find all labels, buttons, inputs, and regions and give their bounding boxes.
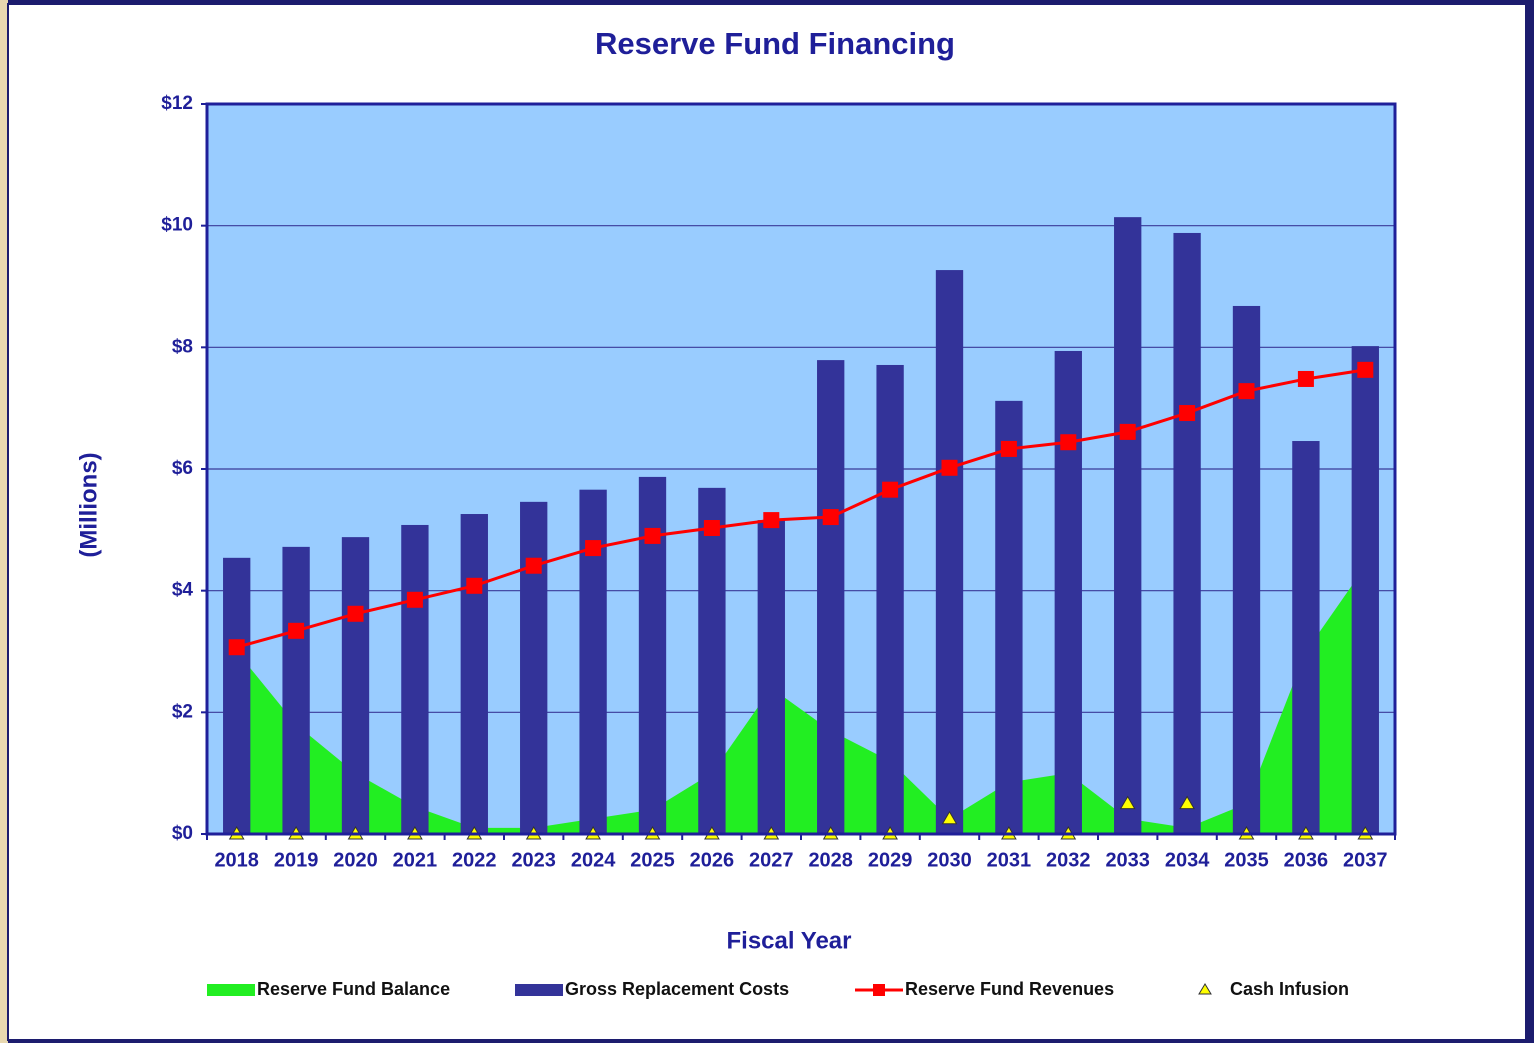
- line-marker: [288, 622, 305, 639]
- bar: [817, 360, 845, 834]
- triangle-marker: [941, 810, 958, 825]
- line-marker: [525, 557, 542, 574]
- bar: [1173, 232, 1201, 834]
- y-tick-label: $6: [172, 458, 193, 479]
- line-marker: [1119, 423, 1136, 440]
- bar: [341, 537, 370, 834]
- line-marker: [1179, 405, 1196, 422]
- x-axis-label: Fiscal Year: [727, 927, 852, 954]
- bar: [1054, 350, 1082, 834]
- x-tick-label: 2036: [1284, 849, 1329, 871]
- x-tick-label: 2029: [868, 849, 913, 871]
- y-tick-label: $4: [172, 580, 194, 601]
- x-tick-label: 2026: [690, 849, 735, 871]
- bar: [460, 514, 488, 834]
- x-tick-label: 2019: [274, 849, 319, 871]
- line-marker: [941, 459, 958, 476]
- legend-swatch: [515, 984, 563, 996]
- line-marker: [466, 577, 483, 594]
- x-tick-label: 2021: [393, 849, 438, 871]
- line-marker: [585, 540, 602, 557]
- line: [236, 368, 1366, 649]
- x-tick-label: 2027: [749, 849, 794, 871]
- bar: [757, 520, 785, 834]
- x-tick-label: 2024: [571, 849, 616, 871]
- bar: [995, 400, 1023, 834]
- y-tick-label: $12: [161, 93, 193, 114]
- x-tick-label: 2037: [1343, 849, 1388, 871]
- line-marker: [763, 512, 780, 529]
- bar: [935, 270, 964, 834]
- line-marker: [1238, 383, 1255, 400]
- legend-swatch: [207, 984, 255, 996]
- y-tick-label: $2: [172, 701, 193, 722]
- y-tick-label: $8: [172, 336, 193, 357]
- x-tick-label: 2028: [808, 849, 853, 871]
- legend-swatch: [1198, 983, 1212, 995]
- bar: [223, 557, 251, 834]
- line-marker: [1297, 370, 1314, 387]
- line-marker: [1000, 440, 1017, 457]
- legend-swatch: [873, 984, 885, 996]
- line-marker: [882, 481, 899, 498]
- legend-label: Reserve Fund Revenues: [905, 979, 1114, 999]
- x-tick-label: 2025: [630, 849, 675, 871]
- line-marker: [703, 520, 720, 537]
- frame-edge: [0, 0, 8, 1043]
- x-tick-label: 2034: [1165, 849, 1210, 871]
- chart-title: Reserve Fund Financing: [595, 26, 955, 61]
- x-tick-label: 2031: [987, 849, 1032, 871]
- line-marker: [347, 605, 364, 622]
- bar: [698, 487, 726, 834]
- line-marker: [644, 527, 661, 544]
- bar: [1351, 346, 1379, 834]
- x-tick-label: 2023: [511, 849, 556, 871]
- y-axis-label: (Millions): [75, 452, 102, 557]
- legend-label: Cash Infusion: [1230, 979, 1349, 999]
- bar: [520, 501, 548, 834]
- legend-label: Gross Replacement Costs: [565, 979, 789, 999]
- bar: [1292, 441, 1320, 834]
- x-tick-label: 2022: [452, 849, 497, 871]
- x-tick-label: 2033: [1105, 849, 1150, 871]
- line-marker: [228, 639, 245, 656]
- triangle-marker: [1179, 795, 1195, 810]
- line-marker: [1357, 361, 1374, 378]
- bar: [401, 524, 429, 834]
- legend-label: Reserve Fund Balance: [257, 979, 450, 999]
- x-tick-label: 2035: [1224, 849, 1269, 871]
- x-tick-label: 2020: [333, 849, 378, 871]
- bar: [282, 546, 310, 834]
- line-marker: [822, 509, 839, 526]
- bar: [1114, 217, 1142, 834]
- y-tick-label: $10: [161, 215, 193, 236]
- line-marker: [1060, 434, 1077, 451]
- triangle-marker: [1119, 795, 1136, 810]
- line-marker: [406, 591, 423, 608]
- x-tick-label: 2018: [214, 849, 259, 871]
- x-tick-label: 2032: [1046, 849, 1091, 871]
- x-tick-label: 2030: [927, 849, 972, 871]
- bar: [876, 364, 904, 834]
- y-tick-label: $0: [172, 823, 193, 844]
